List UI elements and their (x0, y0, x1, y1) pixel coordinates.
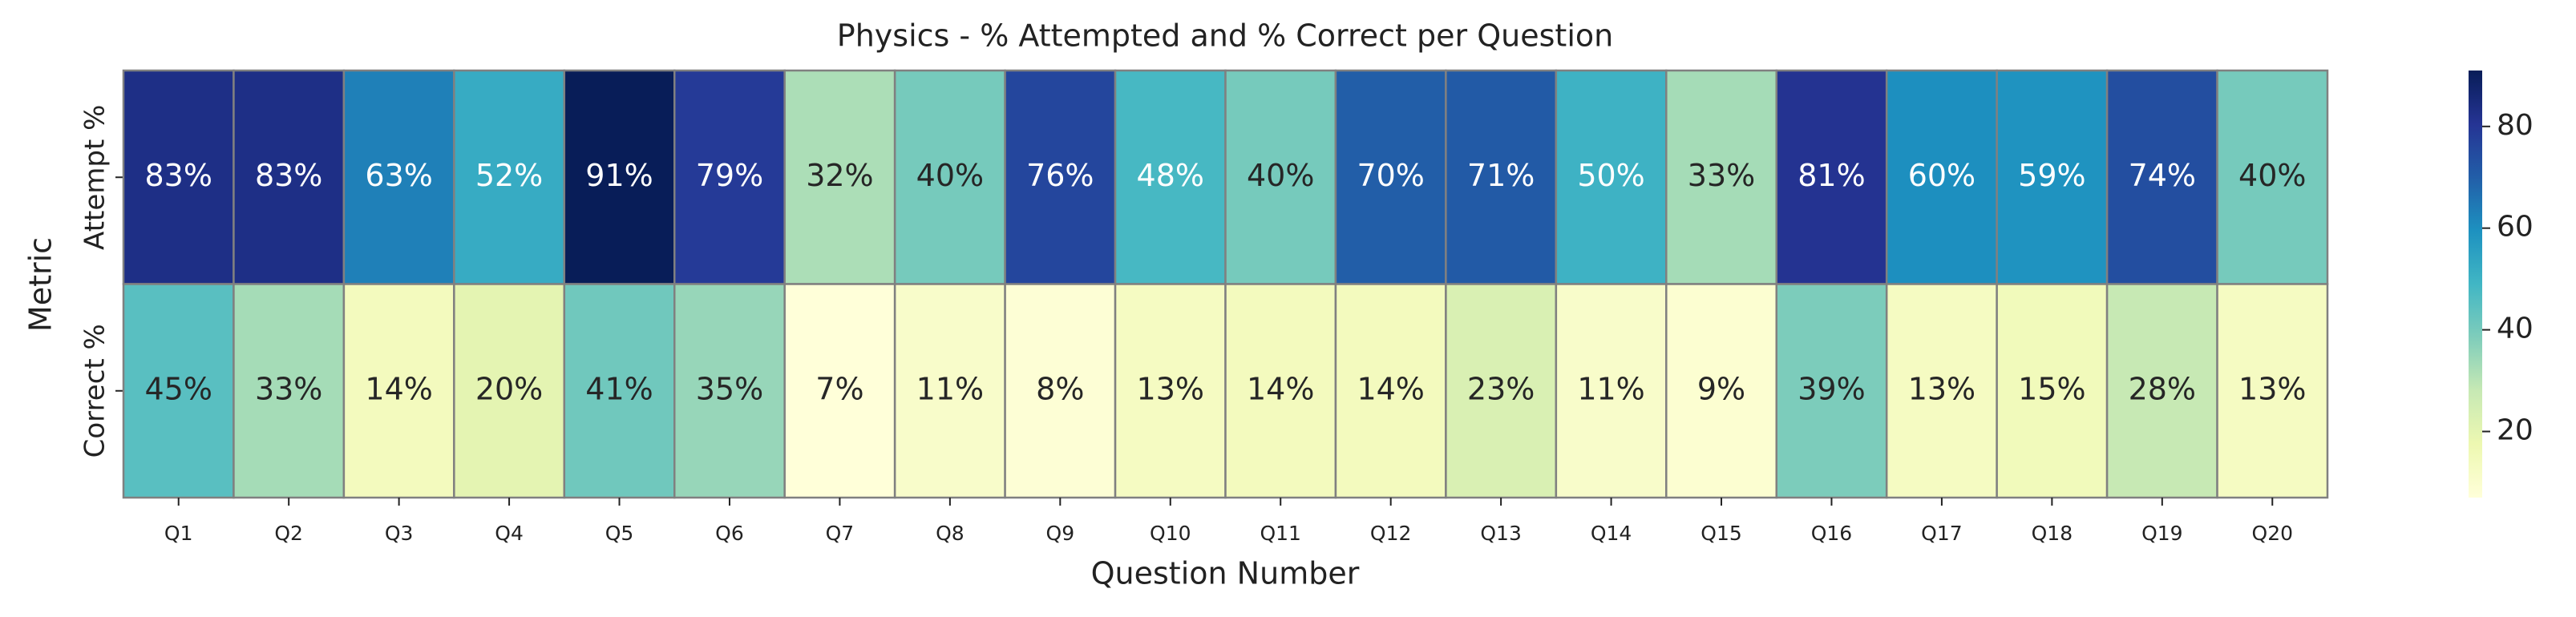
cell-label: 60% (1908, 158, 1975, 193)
x-tick-label: Q7 (826, 522, 855, 545)
cell-label: 20% (475, 371, 543, 406)
colorbar-tick-label: 20 (2497, 414, 2534, 447)
cell-label: 11% (916, 371, 984, 406)
heatmap-cell (122, 283, 235, 499)
cell-label: 32% (806, 158, 873, 193)
heatmap-cell (673, 69, 786, 285)
cell-label: 40% (2238, 158, 2306, 193)
heatmap-cell (342, 283, 455, 499)
cell-label: 45% (144, 371, 212, 406)
colorbar-tick-label: 40 (2497, 313, 2534, 345)
heatmap-cell (783, 283, 896, 499)
x-tick-label: Q11 (1260, 522, 1301, 545)
cell-label: 70% (1357, 158, 1424, 193)
cell-label: 63% (365, 158, 432, 193)
cell-label: 33% (255, 371, 322, 406)
x-tick-label: Q2 (274, 522, 303, 545)
x-tick-label: Q1 (164, 522, 193, 545)
cell-label: 79% (696, 158, 763, 193)
y-axis-label: Metric (23, 237, 59, 332)
cell-label: 83% (144, 158, 212, 193)
x-tick-label: Q19 (2141, 522, 2183, 545)
cell-label: 14% (1357, 371, 1424, 406)
cell-label: 13% (1137, 371, 1204, 406)
x-tick-label: Q16 (1811, 522, 1853, 545)
x-tick-label: Q4 (495, 522, 524, 545)
x-tick-label: Q3 (385, 522, 414, 545)
heatmap-cell (233, 283, 346, 499)
x-tick-label: Q15 (1700, 522, 1742, 545)
cell-label: 48% (1137, 158, 1204, 193)
cell-label: 15% (2018, 371, 2085, 406)
heatmap-cell (1665, 283, 1778, 499)
x-tick-label: Q9 (1046, 522, 1075, 545)
x-tick-label: Q13 (1480, 522, 1522, 545)
colorbar-tick-label: 80 (2497, 109, 2534, 142)
x-tick-label: Q5 (605, 522, 634, 545)
heatmap-cell (1665, 69, 1778, 285)
cell-label: 39% (1798, 371, 1865, 406)
heatmap-cell (1224, 69, 1337, 285)
cell-label: 7% (815, 371, 863, 406)
cell-label: 76% (1026, 158, 1094, 193)
heatmap-cell (1224, 283, 1337, 499)
x-tick-label: Q17 (1921, 522, 1963, 545)
heatmap-cell (1114, 69, 1227, 285)
cell-label: 74% (2129, 158, 2196, 193)
heatmap-cell (1555, 69, 1668, 285)
chart-title: Physics - % Attempted and % Correct per … (837, 18, 1613, 54)
heatmap-cell (1996, 283, 2109, 499)
x-tick-label: Q18 (2032, 522, 2073, 545)
cell-label: 14% (365, 371, 432, 406)
heatmap-cell (2105, 69, 2218, 285)
x-axis-label: Question Number (1091, 556, 1360, 591)
y-tick-label: Attempt % (79, 105, 111, 250)
cell-label: 52% (475, 158, 543, 193)
cell-label: 81% (1798, 158, 1865, 193)
x-tick-label: Q8 (936, 522, 964, 545)
heatmap-cell (1445, 69, 1558, 285)
heatmap-cell (2216, 283, 2329, 499)
cell-label: 50% (1577, 158, 1644, 193)
cell-label: 71% (1467, 158, 1535, 193)
x-tick-label: Q14 (1591, 522, 1632, 545)
cell-label: 9% (1697, 371, 1745, 406)
heatmap-cell (1114, 283, 1227, 499)
heatmap-cell (1775, 283, 1888, 499)
cell-label: 28% (2129, 371, 2196, 406)
cell-label: 40% (1247, 158, 1314, 193)
cell-label: 33% (1688, 158, 1755, 193)
cell-label: 35% (696, 371, 763, 406)
heatmap-cell (673, 283, 786, 499)
x-tick-label: Q10 (1150, 522, 1191, 545)
cell-label: 13% (2238, 371, 2306, 406)
y-tick-label: Correct % (79, 324, 111, 458)
x-tick-label: Q6 (715, 522, 744, 545)
cell-label: 11% (1577, 371, 1644, 406)
colorbar (2469, 71, 2482, 498)
heatmap-cell (453, 283, 566, 499)
cell-label: 14% (1247, 371, 1314, 406)
colorbar-tick-label: 60 (2497, 211, 2534, 244)
x-tick-label: Q12 (1370, 522, 1412, 545)
cell-label: 40% (916, 158, 984, 193)
heatmap-cell (233, 69, 346, 285)
x-tick-label: Q20 (2252, 522, 2294, 545)
heatmap-cell (1004, 69, 1117, 285)
heatmap-cell (1334, 69, 1447, 285)
heatmap-cell (1996, 69, 2109, 285)
cell-label: 91% (585, 158, 653, 193)
cell-label: 23% (1467, 371, 1535, 406)
cell-label: 59% (2018, 158, 2085, 193)
cell-label: 41% (585, 371, 653, 406)
cell-label: 83% (255, 158, 322, 193)
cell-label: 13% (1908, 371, 1975, 406)
cell-label: 8% (1036, 371, 1084, 406)
heatmap-cell (1445, 283, 1558, 499)
heatmap-cell (893, 69, 1006, 285)
